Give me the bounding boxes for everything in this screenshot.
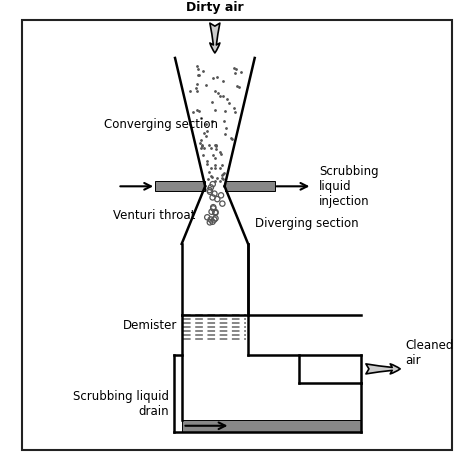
Bar xyxy=(155,181,205,191)
Text: Scrubbing
liquid
injection: Scrubbing liquid injection xyxy=(319,165,379,208)
Text: Scrubbing liquid
drain: Scrubbing liquid drain xyxy=(73,390,169,418)
Bar xyxy=(182,420,361,432)
Text: Demister: Demister xyxy=(123,319,177,332)
Text: Converging section: Converging section xyxy=(104,118,218,131)
Text: Diverging section: Diverging section xyxy=(255,218,358,230)
Text: Venturi throat: Venturi throat xyxy=(113,208,195,222)
Bar xyxy=(225,181,274,191)
Text: Cleaned
air: Cleaned air xyxy=(405,340,454,367)
Text: Dirty air: Dirty air xyxy=(186,1,244,14)
